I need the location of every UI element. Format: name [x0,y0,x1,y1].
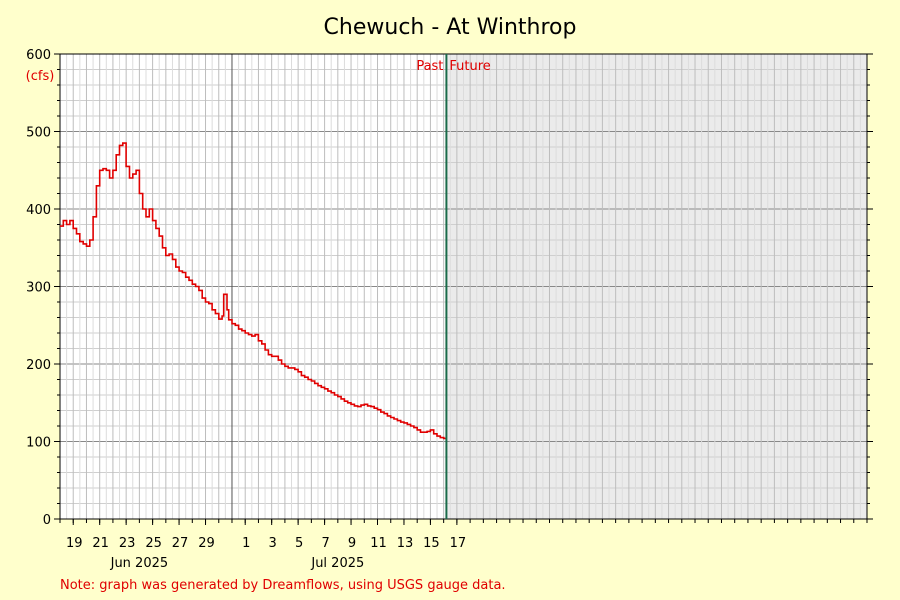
x-tick-label: 21 [92,536,109,551]
x-month-label: Jun 2025 [110,556,169,571]
y-tick-label: 100 [26,436,51,451]
chart-title: Chewuch - At Winthrop [324,15,577,40]
flow-series-line [60,142,447,440]
x-tick-label: 9 [348,536,356,551]
future-label: Future [449,59,490,74]
x-tick-label: 13 [397,536,414,551]
y-tick-label: 500 [26,126,51,141]
x-tick-label: 25 [145,536,162,551]
footer-note: Note: graph was generated by Dreamflows,… [60,578,506,593]
x-tick-label: 7 [321,536,329,551]
x-tick-label: 29 [198,536,215,551]
x-tick-label: 15 [423,536,440,551]
y-tick-label: 400 [26,203,51,218]
y-tick-label: 600 [26,48,51,63]
x-tick-label: 1 [242,536,250,551]
past-label: Past [416,59,443,74]
x-tick-label: 27 [172,536,189,551]
x-tick-label: 3 [269,536,277,551]
x-tick-label: 11 [370,536,387,551]
x-month-label: Jul 2025 [310,556,364,571]
y-axis-unit-label: (cfs) [26,69,55,84]
x-tick-label: 23 [119,536,136,551]
y-tick-label: 300 [26,281,51,296]
y-tick-label: 200 [26,358,51,373]
x-tick-label: 5 [295,536,303,551]
x-tick-label: 19 [66,536,83,551]
x-tick-label: 17 [450,536,467,551]
y-tick-label: 0 [43,513,51,528]
